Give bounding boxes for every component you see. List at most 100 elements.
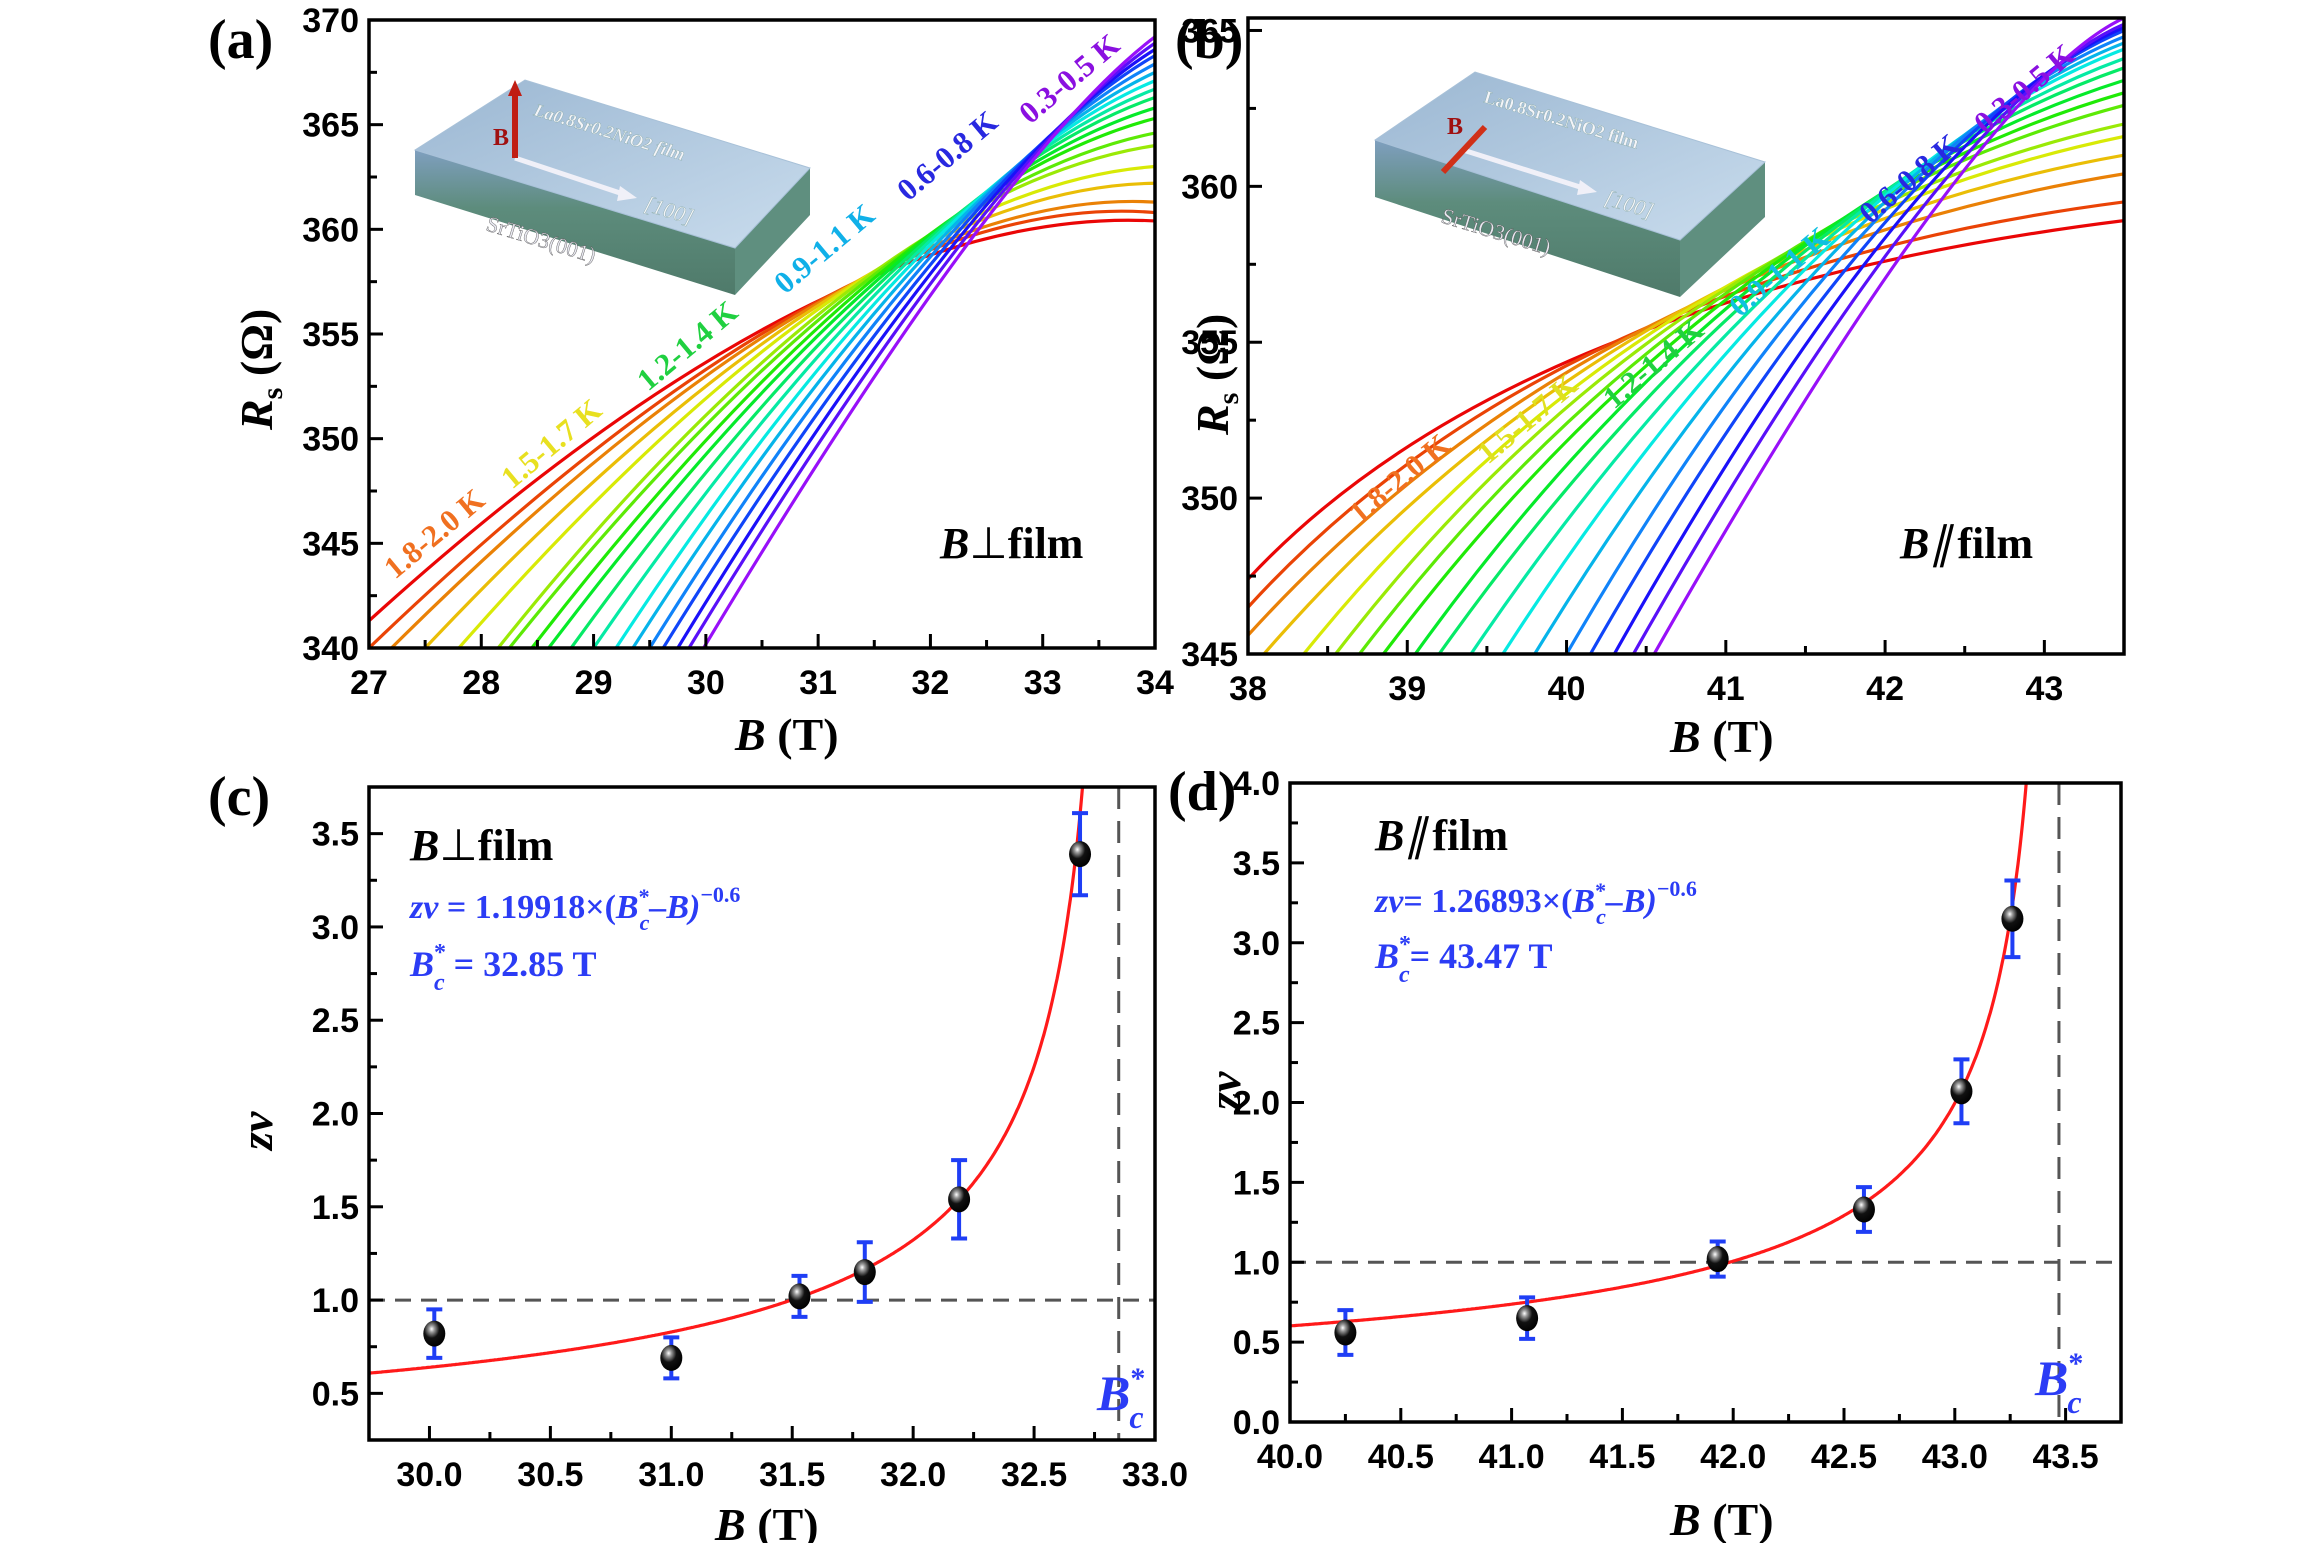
x-axis-label: B (T) (1669, 1494, 1774, 1543)
rs-curve (1652, 18, 2124, 654)
x-tick-label: 28 (462, 664, 500, 702)
rs-curve (1469, 57, 2124, 654)
data-marker (948, 1186, 971, 1213)
rs-curve (1302, 134, 2124, 654)
substrate-front (735, 168, 810, 295)
rs-curve (687, 41, 1155, 648)
x-axis-label: B (T) (734, 709, 839, 760)
y-tick-label: 345 (1181, 636, 1238, 674)
y-tick-label: 370 (302, 2, 359, 40)
geometry-label: B⊥film (409, 821, 553, 870)
y-axis-label: zν (231, 1111, 282, 1152)
x-tick-label: 32 (912, 664, 950, 702)
field-label: B (1447, 114, 1463, 140)
x-tick-label: 30 (687, 664, 725, 702)
critical-exponent-plot: 40.0 40.5 41.0 41.5 42.0 42.5 43.0 43.5 0.0 0.5 1.… (1233, 765, 2123, 1476)
x-tick-label: 32.0 (880, 1456, 946, 1494)
rs-curve (614, 79, 1155, 648)
direction-arrow (514, 155, 621, 196)
panel-b-label: (b) (1175, 9, 1243, 71)
x-axis-label: B (T) (1669, 711, 1774, 762)
data-marker (788, 1283, 811, 1310)
geometry-word: film (1957, 519, 2033, 568)
field-arrow-parallel (1440, 124, 1488, 175)
y-tick-label: 340 (302, 630, 359, 668)
rs-curve (1358, 103, 2124, 654)
fit-equation: zν= 1.26893×(B* c–B)−0.6 (1374, 876, 1697, 929)
rs-curve (496, 144, 1155, 648)
field-label: B (493, 125, 509, 151)
sample-inset-perpendicular: B La0.8Sr0.2NiO2 film [100] SrTiO3(001) (413, 79, 811, 295)
data-point (1706, 1239, 1729, 1279)
rs-curve (530, 116, 1155, 648)
data-point (2001, 878, 2024, 960)
data-point (1069, 811, 1092, 898)
data-point (660, 1335, 683, 1381)
fit-equation: zν = 1.19918×(B* c–B)−0.6 (409, 882, 740, 935)
y-tick-label: 350 (1181, 480, 1238, 518)
plot-frame (1246, 16, 2126, 656)
rs-curve (702, 35, 1155, 648)
x-tick-label: 30.0 (396, 1456, 462, 1494)
field-arrowhead (508, 80, 522, 96)
data-marker (1334, 1319, 1357, 1346)
geometry-symbol: ⊥ (969, 519, 1007, 568)
critical-field-value: B* c = 32.85 T (409, 940, 597, 996)
data-point (1516, 1295, 1539, 1341)
direction-arrow (1462, 147, 1581, 190)
data-point (423, 1307, 446, 1360)
x-tick-label: 41.0 (1479, 1438, 1545, 1476)
substrate-side (415, 150, 735, 295)
y-tick-label: 1.5 (312, 1189, 359, 1227)
rs-curve (1248, 200, 2124, 609)
rs-curve (1413, 78, 2124, 654)
y-tick-label: 365 (302, 107, 359, 145)
data-point (1950, 1057, 1973, 1126)
axes: 38 39 40 41 42 43 345 350 355 360 365 (1181, 12, 2126, 708)
x-tick-label: 32.5 (1001, 1456, 1067, 1494)
data-marker (1706, 1246, 1729, 1273)
rs-curve (369, 209, 1155, 648)
critical-exponent-plot: 30.0 30.5 31.0 31.5 32.0 32.5 33.0 0.5 1.0 1.5 2.0… (312, 785, 1188, 1494)
x-tick-label: 42.5 (1811, 1438, 1877, 1476)
rs-curve (1501, 47, 2124, 654)
x-tick-label: 33.0 (1122, 1456, 1188, 1494)
panel-d: (d) 40.0 40.5 41.0 41.5 42.0 42.5 43.0 43.5 0.0 0… (1168, 761, 2123, 1543)
x-tick-label: 30.5 (517, 1456, 583, 1494)
temperature-label: 1.5-1.7 K (494, 392, 608, 496)
data-point (788, 1273, 811, 1319)
geometry-var: B (1899, 519, 1929, 568)
y-tick-label: 3.5 (1233, 845, 1280, 883)
temperature-label: 0.3-0.5 K (1967, 37, 2081, 141)
data-marker (1069, 841, 1092, 868)
rs-curve (569, 95, 1155, 648)
data-marker (1950, 1078, 1973, 1105)
x-tick-label: 27 (350, 664, 388, 702)
x-tick-label: 40.5 (1368, 1438, 1434, 1476)
rs-curve (676, 47, 1155, 648)
x-tick-label: 40 (1548, 670, 1586, 708)
y-tick-label: 1.0 (312, 1282, 359, 1320)
x-tick-label: 31.0 (638, 1456, 704, 1494)
y-axis-label: zν (1199, 1071, 1250, 1112)
resistance-curves (369, 35, 1155, 648)
x-tick-label: 41.5 (1589, 1438, 1655, 1476)
x-tick-label: 33 (1024, 664, 1062, 702)
rs-curve (390, 199, 1155, 648)
rs-curve (1382, 91, 2124, 654)
x-tick-label: 40.0 (1257, 1438, 1323, 1476)
panel-c: (c) 30.0 30.5 31.0 31.5 32.0 32.5 33.0 0.5 1.0 1.… (208, 766, 1188, 1543)
y-axis-label: Rs (Ω) (1187, 314, 1245, 436)
critical-field-marker: B* c (1096, 1362, 1145, 1435)
y-axis-label: Rs (Ω) (231, 309, 289, 431)
critical-field-value: B* c= 43.47 T (1374, 932, 1553, 988)
y-tick-label: 1.0 (1233, 1244, 1280, 1282)
rs-curve (661, 54, 1155, 648)
direction-arrowhead (1577, 180, 1597, 195)
substrate-front (1680, 162, 1765, 297)
critical-field-marker: B* c (2034, 1347, 2083, 1420)
y-tick-label: 350 (302, 421, 359, 459)
direction-arrowhead (617, 186, 637, 201)
rs-curve (1334, 122, 2124, 654)
data-marker (1852, 1196, 1875, 1223)
